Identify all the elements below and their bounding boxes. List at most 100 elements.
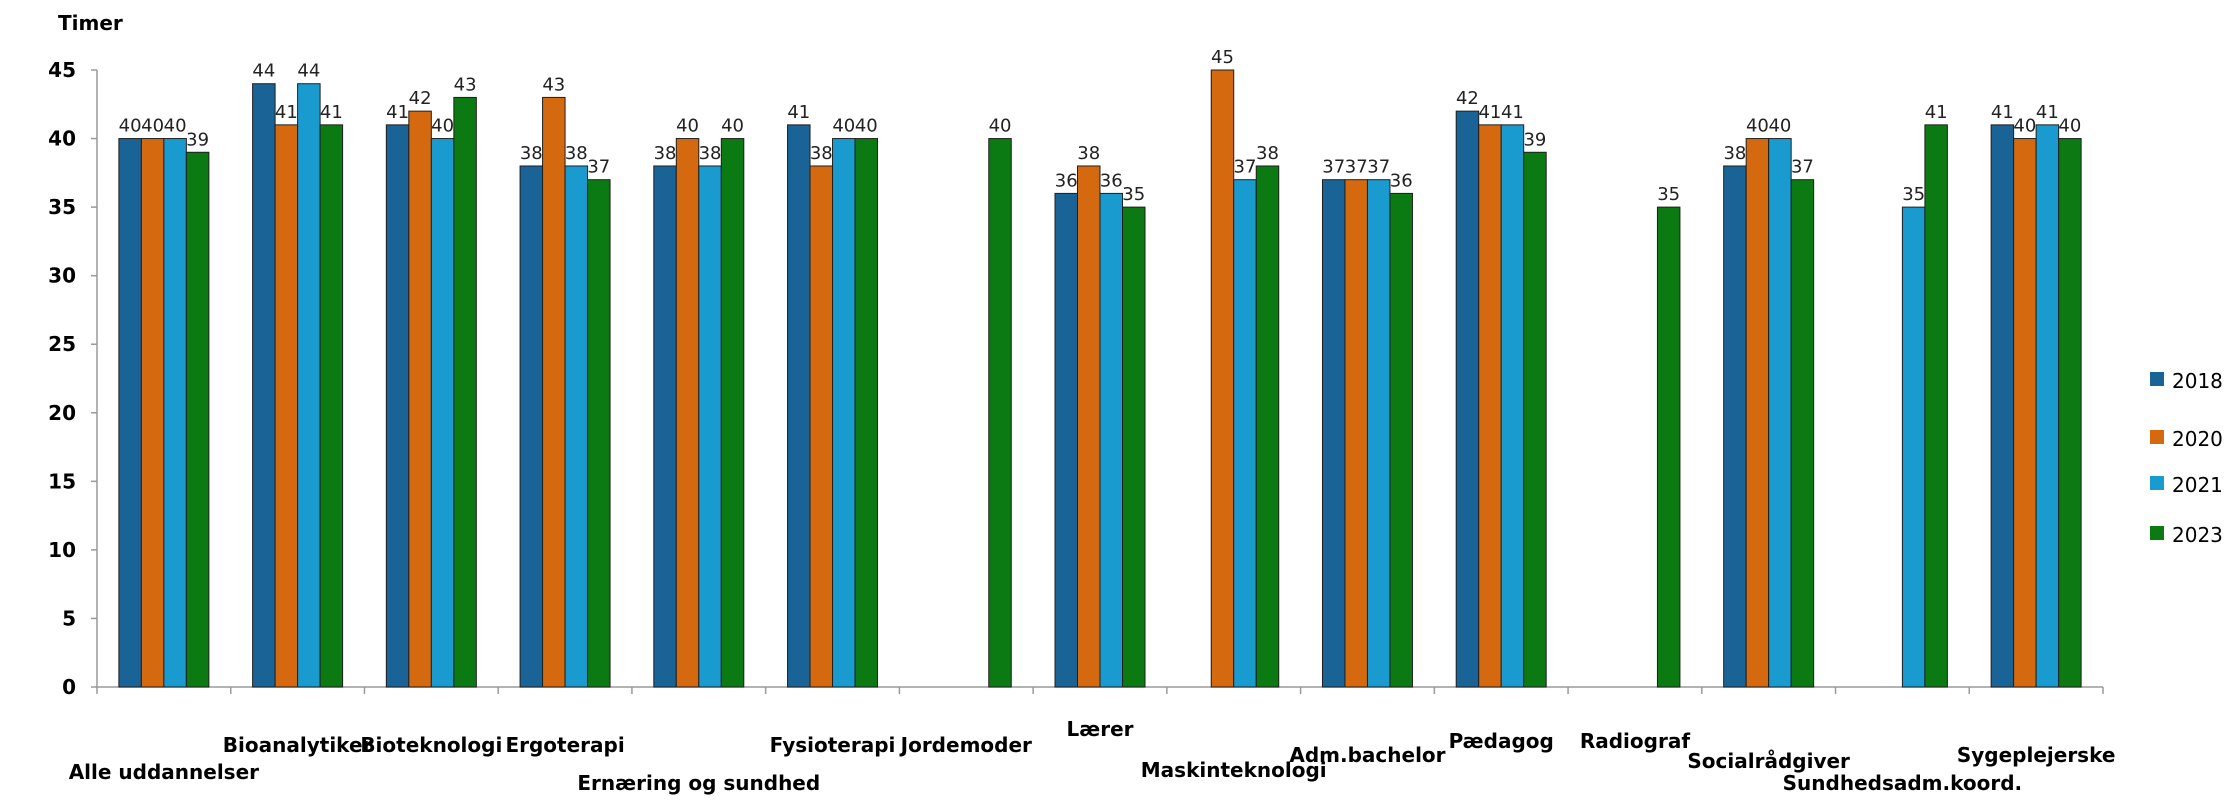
bars (118, 69, 2082, 688)
data-label: 37 (1322, 157, 1345, 178)
y-tick-label: 45 (48, 58, 76, 82)
data-label: 41 (787, 102, 810, 123)
data-label: 41 (386, 102, 409, 123)
data-label: 40 (676, 116, 699, 137)
x-tick-label: Sygeplejerske (1957, 743, 2116, 767)
data-label: 35 (1902, 184, 1925, 205)
bar (1990, 124, 2015, 688)
data-label: 41 (1501, 102, 1524, 123)
data-label: 40 (164, 116, 187, 137)
bar (653, 165, 677, 688)
bar (163, 138, 187, 688)
legend-swatch (2150, 430, 2164, 444)
bar (2058, 138, 2082, 688)
bar (542, 96, 566, 688)
bar (1077, 165, 1101, 688)
bar (675, 138, 700, 688)
x-tick-label: Ergoterapi (505, 733, 624, 757)
data-label: 36 (1390, 170, 1413, 191)
x-axis-labels: Alle uddannelser BioanalytikerBioteknolog… (69, 717, 2116, 795)
x-tick-label: Sundhedsadm.koord. (1783, 771, 2023, 795)
data-label: 37 (1791, 157, 1814, 178)
y-tick-label: 10 (48, 538, 76, 562)
bar (1344, 179, 1368, 688)
bar (1924, 124, 1948, 688)
x-tick-label: Radiograf (1580, 729, 1690, 753)
y-tick-label: 15 (48, 469, 76, 493)
data-label: 40 (989, 116, 1012, 137)
data-label: 41 (1991, 102, 2014, 123)
data-label: 39 (1523, 129, 1546, 150)
x-tick-label: Jordemoder (899, 733, 1032, 757)
data-label: 40 (119, 116, 142, 137)
data-label: 37 (587, 157, 610, 178)
bar (118, 138, 142, 688)
data-label: 40 (431, 116, 454, 137)
bar (1233, 179, 1257, 688)
x-tick-label: Ernæring og sundhed (577, 771, 820, 795)
y-tick-label: 40 (48, 127, 76, 151)
bar (1455, 110, 1480, 688)
data-label: 37 (1367, 157, 1390, 178)
data-label: 44 (252, 61, 275, 82)
data-label: 40 (1746, 116, 1769, 137)
x-tick-label: Lærer (1067, 717, 1134, 741)
bar (1500, 124, 1525, 688)
bar (1745, 138, 1770, 688)
data-label: 38 (1723, 143, 1746, 164)
legend-swatch (2150, 372, 2164, 386)
legend: 2018 2020 2021 2023 (2150, 369, 2223, 547)
x-tick-label: Alle uddannelser (69, 760, 259, 784)
data-label: 38 (565, 143, 588, 164)
data-label: 37 (1234, 157, 1257, 178)
x-tick-label: Pædagog (1449, 729, 1554, 753)
legend-label: 2021 (2172, 473, 2223, 497)
data-label: 44 (297, 61, 320, 82)
data-label: 40 (2013, 116, 2036, 137)
data-label: 41 (1478, 102, 1501, 123)
y-tick-label: 25 (48, 332, 76, 356)
bar (385, 124, 410, 688)
data-label: 37 (1345, 157, 1368, 178)
data-label: 40 (2058, 116, 2081, 137)
bar (698, 165, 722, 688)
bar (2013, 138, 2037, 688)
bar (1478, 124, 1502, 688)
bar (185, 151, 210, 688)
bar (1122, 206, 1146, 688)
data-label: 35 (1122, 184, 1145, 205)
legend-swatch (2150, 526, 2164, 540)
x-tick-label: Socialrådgiver (1687, 749, 1850, 773)
bar (1255, 165, 1280, 688)
legend-label: 2023 (2172, 523, 2223, 547)
bar (564, 165, 589, 688)
bar (720, 138, 745, 688)
bar (1210, 69, 1235, 688)
bar (1321, 179, 1346, 688)
data-label: 41 (1925, 102, 1948, 123)
x-tick-label: Bioteknologi (360, 733, 502, 757)
bar (297, 83, 321, 688)
y-tick-label: 20 (48, 401, 76, 425)
bar (319, 124, 344, 688)
bar (1099, 192, 1123, 688)
data-label: 36 (1100, 170, 1123, 191)
bar (809, 165, 834, 688)
bar (252, 83, 276, 688)
data-label: 35 (1657, 184, 1680, 205)
y-axis-title: Timer (58, 11, 123, 35)
data-label: 41 (275, 102, 298, 123)
bar (787, 124, 811, 688)
bar (430, 138, 455, 688)
data-label: 42 (409, 88, 432, 109)
data-label: 38 (520, 143, 543, 164)
y-tick-label: 5 (62, 606, 76, 630)
data-label: 40 (1768, 116, 1791, 137)
data-label: 41 (2036, 102, 2059, 123)
bar (1901, 206, 1926, 688)
data-label: 38 (1256, 143, 1279, 164)
data-label: 42 (1456, 88, 1479, 109)
x-tick-label: Bioanalytiker (223, 733, 373, 757)
